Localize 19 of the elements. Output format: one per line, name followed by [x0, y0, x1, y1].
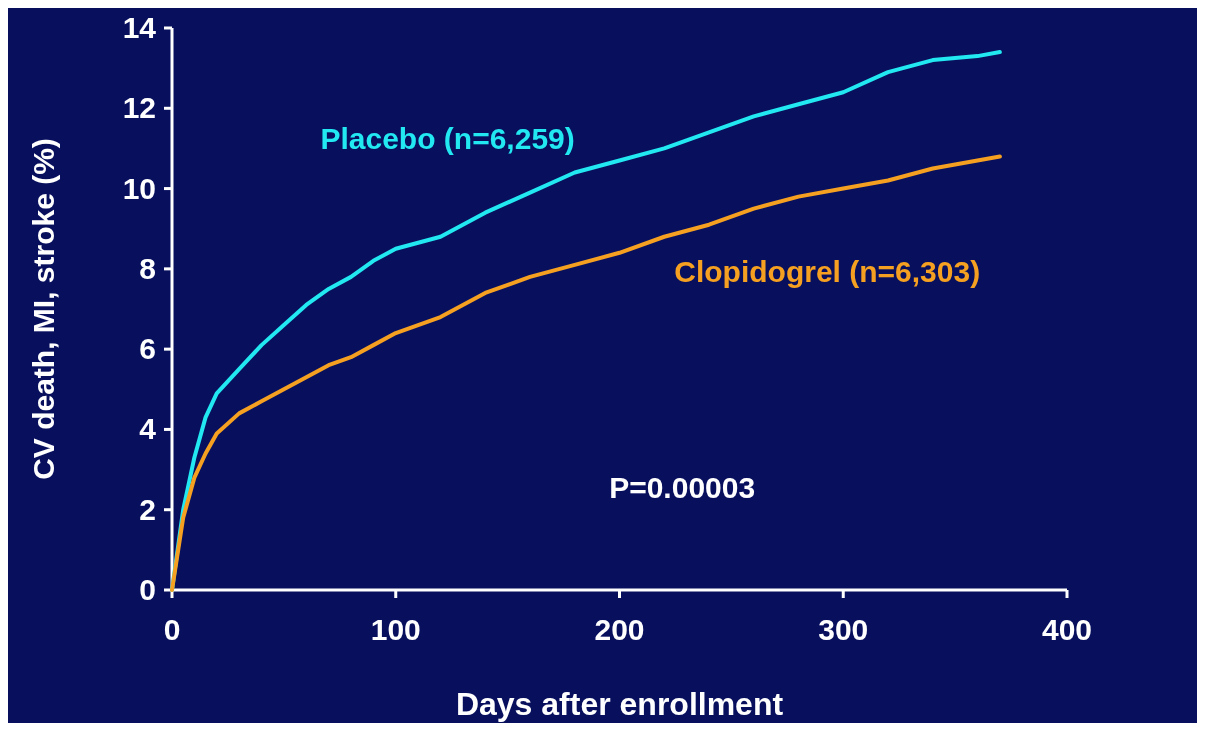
y-tick-label: 4 — [139, 412, 157, 446]
y-tick-label: 6 — [139, 332, 156, 366]
x-tick-label: 300 — [818, 613, 869, 646]
y-tick-label: 0 — [139, 573, 156, 606]
x-axis-title: Days after enrollment — [455, 686, 784, 722]
y-axis-title: CV death, MI, stroke (%) — [27, 138, 60, 480]
series-label: Clopidogrel (n=6,303) — [674, 254, 981, 288]
series-label: Placebo (n=6,259) — [320, 121, 575, 155]
y-tick-label: 8 — [139, 251, 156, 285]
y-tick-label: 14 — [122, 11, 157, 44]
x-tick-label: 400 — [1041, 613, 1093, 646]
x-tick-label: 100 — [370, 613, 421, 646]
y-tick-label: 10 — [122, 171, 156, 205]
y-tick-label: 12 — [122, 91, 156, 125]
y-tick-label: 2 — [139, 492, 156, 526]
x-tick-label: 0 — [163, 613, 181, 646]
x-tick-label: 200 — [594, 613, 645, 646]
line-series — [170, 154, 1002, 592]
annotation: P=0.00003 — [609, 471, 756, 504]
